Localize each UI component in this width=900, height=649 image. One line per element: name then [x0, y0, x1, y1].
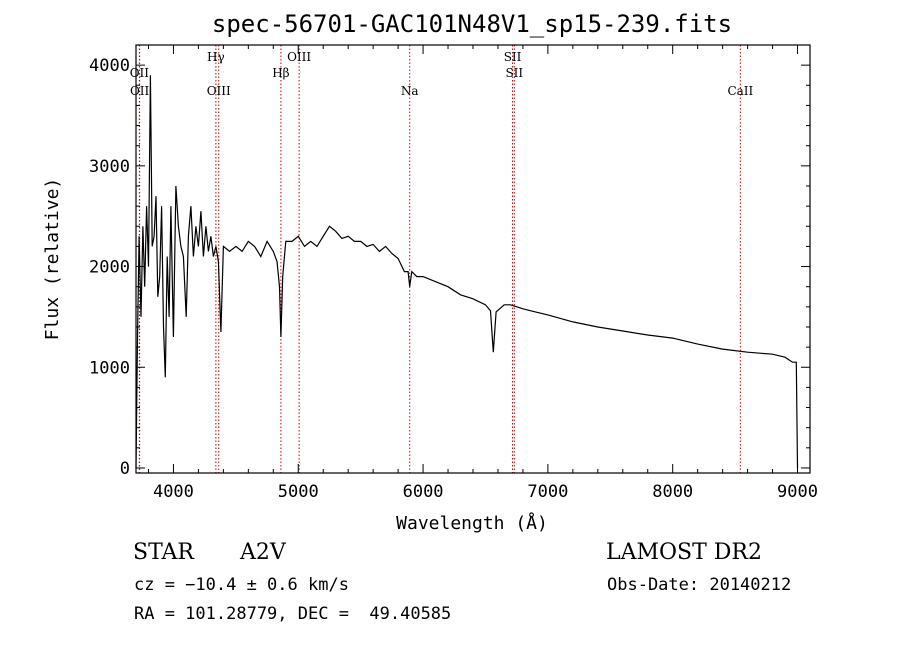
spectral-subclass: A2V	[240, 540, 286, 565]
line-label-9: CaII	[727, 84, 753, 98]
y-tick-label: 2000	[89, 258, 130, 278]
line-label-4: Hβ	[272, 66, 289, 80]
x-tick-label: 9000	[777, 482, 818, 502]
line-label-7: SII	[504, 50, 522, 64]
x-axis-label: Wavelength (Å)	[396, 512, 548, 534]
chart-title: spec-56701-GAC101N48V1_sp15-239.fits	[212, 10, 732, 38]
emission-line-markers	[138, 45, 741, 473]
line-label-3: OIII	[207, 84, 231, 98]
x-tick-label: 4000	[153, 482, 194, 502]
emission-line-labels: OII OII Hγ OIII Hβ OIII Na SII SII CaII	[130, 50, 754, 98]
y-tick-label: 3000	[89, 157, 130, 177]
spectrum-chart: spec-56701-GAC101N48V1_sp15-239.fits OII…	[42, 10, 818, 534]
x-tick-label: 7000	[527, 482, 568, 502]
x-tick-label: 5000	[278, 482, 319, 502]
redshift-cz: cz = −10.4 ± 0.6 km/s	[134, 575, 349, 595]
object-class: STAR	[133, 540, 194, 565]
y-tick-label: 4000	[89, 56, 130, 76]
spectrum-line	[135, 75, 799, 469]
line-label-0: OII	[130, 66, 150, 80]
y-tick-label: 1000	[89, 358, 130, 378]
y-tick-label: 0	[120, 459, 130, 479]
x-tick-label: 6000	[403, 482, 444, 502]
x-tick-label: 8000	[652, 482, 693, 502]
line-label-8: SII	[505, 66, 523, 80]
line-label-5: OIII	[287, 50, 311, 64]
survey-name: LAMOST DR2	[606, 540, 762, 565]
plot-frame	[135, 44, 811, 474]
y-axis-ticks: 0 1000 2000 3000 4000	[89, 44, 810, 479]
obs-date: Obs-Date: 20140212	[607, 575, 792, 595]
y-axis-label: Flux (relative)	[42, 178, 63, 341]
line-label-6: Na	[401, 84, 419, 98]
line-label-2: Hγ	[207, 50, 225, 64]
line-label-1: OII	[130, 84, 150, 98]
coordinates: RA = 101.28779, DEC = 49.40585	[134, 604, 452, 624]
x-axis-ticks: 4000 5000 6000 7000 8000 9000	[147, 45, 818, 502]
